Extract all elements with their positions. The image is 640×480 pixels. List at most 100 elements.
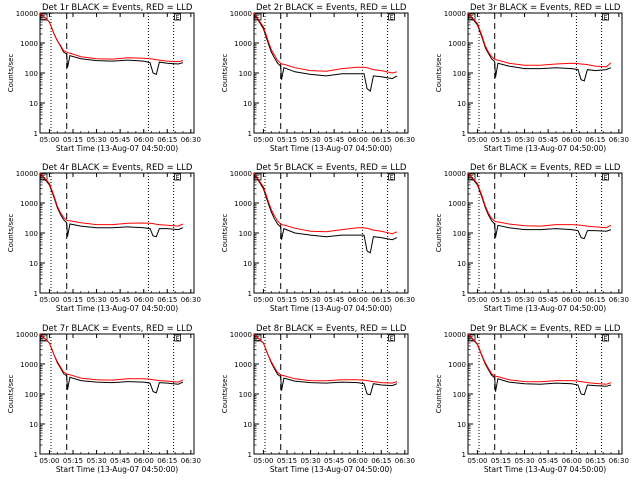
x-tick-label: 05:15 [277,136,297,144]
y-axis-label: Counts/sec [435,214,443,253]
x-tick-label: 06:30 [609,296,629,304]
x-tick-label: 05:00 [467,296,487,304]
panel-det-4: Det 4r BLACK = Events, RED = LLD 1 10 100 10… [7,163,201,313]
x-tick-label: 05:30 [86,136,106,144]
y-tick-label: 10000 [444,331,466,339]
box-marker-rect [174,173,181,181]
y-tick-label: 1 [248,451,252,459]
x-axis-label: Start Time (13-Aug-07 04:50:00) [56,304,178,313]
box-marker-rect [468,334,476,342]
x-tick-label: 06:15 [371,457,391,465]
x-tick-label: 06:15 [585,457,605,465]
panel-det-9: Det 9r BLACK = Events, RED = LLD 1 10 100 10… [435,324,629,474]
x-tick-label: 05:00 [467,457,487,465]
box-marker-rect [388,173,395,181]
panel-title: Det 7r BLACK = Events, RED = LLD [42,324,193,334]
x-tick-label: 05:45 [110,457,130,465]
x-tick-label: 05:30 [86,457,106,465]
y-tick-label: 1 [462,130,466,138]
panel-title: Det 6r BLACK = Events, RED = LLD [470,163,621,173]
lld-series-line [468,173,612,229]
box-marker-rect [602,173,609,181]
events-series-line [40,173,184,238]
x-tick-label: 06:15 [157,136,177,144]
panel-title: Det 5r BLACK = Events, RED = LLD [256,163,407,173]
events-series-line [468,334,612,396]
y-tick-label: 100 [25,230,38,238]
box-marker-label: E [604,336,608,343]
y-axis-label: Counts/sec [221,214,229,253]
lld-series-line [254,334,398,384]
x-axis-label: Start Time (13-Aug-07 04:50:00) [270,465,392,474]
y-tick-label: 10000 [230,170,252,178]
x-tick-label: 05:30 [300,136,320,144]
y-tick-label: 100 [239,391,252,399]
y-tick-label: 1000 [448,361,466,369]
y-tick-label: 10000 [230,331,252,339]
y-axis-label: Counts/sec [221,375,229,414]
plot-frame [39,333,195,455]
box-marker-label: E [390,175,394,182]
x-tick-label: 06:15 [585,136,605,144]
panel-title: Det 8r BLACK = Events, RED = LLD [256,324,407,334]
x-tick-label: 06:30 [181,296,201,304]
x-tick-label: 05:45 [110,296,130,304]
box-marker-label: E [176,336,180,343]
x-tick-label: 06:30 [181,457,201,465]
y-tick-label: 10 [457,421,466,429]
y-tick-label: 1000 [234,361,252,369]
y-tick-label: 100 [453,230,466,238]
x-tick-label: 05:45 [538,457,558,465]
x-tick-label: 06:00 [348,457,368,465]
box-marker-label: E [390,336,394,343]
y-tick-label: 100 [239,230,252,238]
lld-series-line [254,13,398,74]
events-series-line [468,173,612,240]
y-tick-label: 10000 [16,331,38,339]
y-tick-label: 1 [462,290,466,298]
y-tick-label: 10 [457,260,466,268]
y-axis-label: Counts/sec [7,54,15,93]
y-tick-label: 10 [457,100,466,108]
box-marker-rect [388,334,395,342]
x-tick-label: 06:15 [371,136,391,144]
box-marker-rect [602,334,609,342]
y-axis-label: Counts/sec [221,54,229,93]
box-marker-label: E [390,15,394,22]
panel-title: Det 4r BLACK = Events, RED = LLD [42,163,193,173]
x-tick-label: 05:30 [514,296,534,304]
x-tick-label: 06:30 [181,136,201,144]
x-tick-label: 05:45 [538,296,558,304]
y-tick-label: 1 [34,451,38,459]
plot-frame [467,172,623,294]
box-marker-right: E [174,334,181,343]
box-marker-rect [388,13,395,21]
y-tick-label: 1000 [234,40,252,48]
box-marker-rect [468,173,476,181]
box-marker-label: E [176,175,180,182]
panel-title: Det 9r BLACK = Events, RED = LLD [470,324,621,334]
y-tick-label: 10 [29,100,38,108]
lld-series-line [468,334,612,385]
plot-frame [39,172,195,294]
x-tick-label: 05:00 [253,296,273,304]
box-marker-rect [40,334,48,342]
box-marker-label: E [176,15,180,22]
lld-series-line [40,173,184,227]
plot-frame [39,12,195,134]
box-marker-left: E [254,334,262,343]
x-tick-label: 06:30 [395,136,415,144]
box-marker-rect [174,13,181,21]
x-tick-label: 05:45 [110,136,130,144]
x-tick-label: 05:15 [491,136,511,144]
y-tick-label: 10000 [444,170,466,178]
panel-det-7: Det 7r BLACK = Events, RED = LLD 1 10 100 10… [7,324,201,474]
y-axis-label: Counts/sec [7,375,15,414]
x-tick-label: 06:00 [348,296,368,304]
y-tick-label: 10 [243,100,252,108]
box-marker-label: E [604,175,608,182]
box-marker-rect [40,173,48,181]
box-marker-right: E [388,13,395,22]
x-tick-label: 05:45 [324,296,344,304]
box-marker-left: E [40,334,48,343]
